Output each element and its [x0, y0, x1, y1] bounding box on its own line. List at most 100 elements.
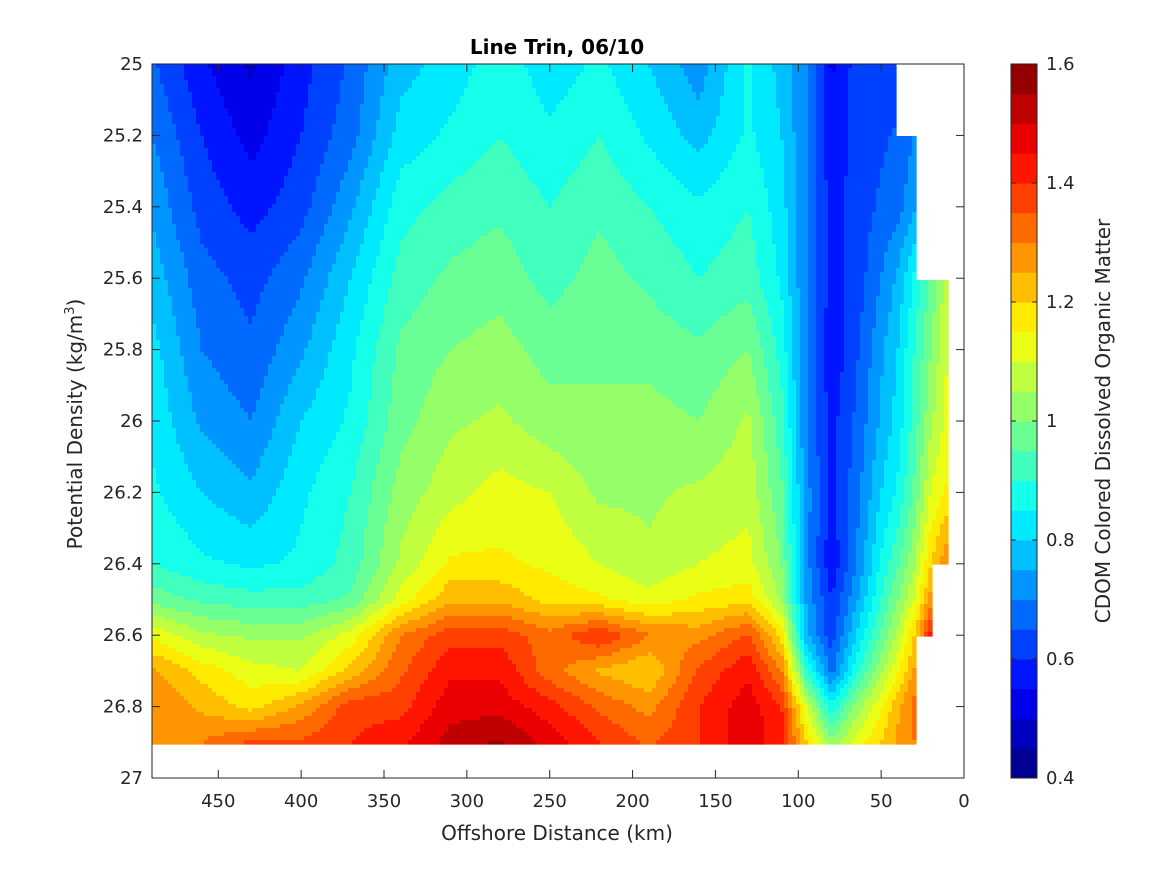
- contour-cell: [416, 96, 421, 101]
- contour-cell: [892, 72, 897, 77]
- contour-cell: [168, 96, 173, 101]
- contour-cell: [552, 72, 557, 77]
- contour-cell: [436, 68, 441, 73]
- contour-cell: [868, 80, 873, 85]
- contour-cell: [240, 68, 245, 73]
- contour-cell: [452, 64, 457, 69]
- contour-cell: [712, 72, 717, 77]
- contour-cell: [224, 68, 229, 73]
- contour-cell: [640, 72, 645, 77]
- contour-cell: [588, 68, 593, 73]
- contour-cell: [648, 88, 653, 93]
- contour-cell: [396, 96, 401, 101]
- contour-cell: [188, 88, 193, 93]
- contour-cell: [260, 64, 265, 69]
- contour-cell: [728, 84, 733, 89]
- contour-cell: [700, 64, 705, 69]
- contour-cell: [860, 64, 865, 69]
- contour-cell: [552, 64, 557, 69]
- contour-cell: [852, 72, 857, 77]
- contour-cell: [168, 92, 173, 97]
- contour-cell: [860, 72, 865, 77]
- contour-cell: [612, 72, 617, 77]
- contour-cell: [236, 84, 241, 89]
- contour-cell: [632, 88, 637, 93]
- contour-cell: [460, 76, 465, 81]
- contour-cell: [692, 92, 697, 97]
- contour-cell: [264, 64, 269, 69]
- contour-cell: [644, 76, 649, 81]
- contour-cell: [200, 80, 205, 85]
- contour-cell: [668, 84, 673, 89]
- contour-cell: [196, 92, 201, 97]
- contour-cell: [576, 84, 581, 89]
- contour-cell: [268, 64, 273, 69]
- contour-cell: [340, 64, 345, 69]
- contour-cell: [488, 88, 493, 93]
- contour-cell: [496, 92, 501, 97]
- contour-cell: [776, 76, 781, 81]
- contour-cell: [616, 64, 621, 69]
- contour-cell: [208, 64, 213, 69]
- contour-cell: [168, 88, 173, 93]
- contour-cell: [764, 72, 769, 77]
- contour-cell: [468, 92, 473, 97]
- contour-cell: [188, 68, 193, 73]
- contour-cell: [280, 88, 285, 93]
- contour-cell: [516, 72, 521, 77]
- contour-cell: [664, 92, 669, 97]
- contour-cell: [768, 84, 773, 89]
- contour-cell: [188, 64, 193, 69]
- contour-cell: [652, 88, 657, 93]
- contour-cell: [292, 88, 297, 93]
- contour-cell: [340, 72, 345, 77]
- contour-cell: [704, 72, 709, 77]
- contour-cell: [300, 96, 305, 101]
- contour-cell: [304, 88, 309, 93]
- contour-cell: [228, 88, 233, 93]
- contour-cell: [300, 88, 305, 93]
- contour-cell: [480, 92, 485, 97]
- contour-cell: [632, 84, 637, 89]
- contour-cell: [560, 68, 565, 73]
- contour-cell: [748, 88, 753, 93]
- contour-cell: [576, 72, 581, 77]
- contour-cell: [716, 72, 721, 77]
- contour-cell: [396, 64, 401, 69]
- contour-cell: [588, 88, 593, 93]
- contour-cell: [412, 80, 417, 85]
- contour-cell: [460, 84, 465, 89]
- contour-cell: [232, 84, 237, 89]
- contour-cell: [220, 72, 225, 77]
- contour-cell: [492, 72, 497, 77]
- contour-cell: [364, 76, 369, 81]
- contour-cell: [236, 72, 241, 77]
- contour-cell: [356, 64, 361, 69]
- contour-cell: [332, 64, 337, 69]
- contour-cell: [768, 88, 773, 93]
- contour-cell: [252, 88, 257, 93]
- contour-cell: [512, 76, 517, 81]
- contour-cell: [420, 64, 425, 69]
- contour-cell: [288, 72, 293, 77]
- contour-cell: [424, 84, 429, 89]
- contour-cell: [820, 72, 825, 77]
- contour-cell: [424, 68, 429, 73]
- contour-cell: [612, 80, 617, 85]
- contour-cell: [724, 68, 729, 73]
- contour-cell: [344, 88, 349, 93]
- contour-cell: [556, 64, 561, 69]
- contour-cell: [340, 96, 345, 101]
- contour-cell: [344, 96, 349, 101]
- contour-cell: [888, 84, 893, 89]
- contour-cell: [348, 76, 353, 81]
- contour-cell: [380, 84, 385, 89]
- contour-cell: [252, 80, 257, 85]
- contour-cell: [504, 68, 509, 73]
- contour-cell: [372, 88, 377, 93]
- contour-cell: [276, 64, 281, 69]
- contour-cell: [244, 80, 249, 85]
- contour-cell: [304, 92, 309, 97]
- contour-cell: [668, 76, 673, 81]
- contour-cell: [652, 92, 657, 97]
